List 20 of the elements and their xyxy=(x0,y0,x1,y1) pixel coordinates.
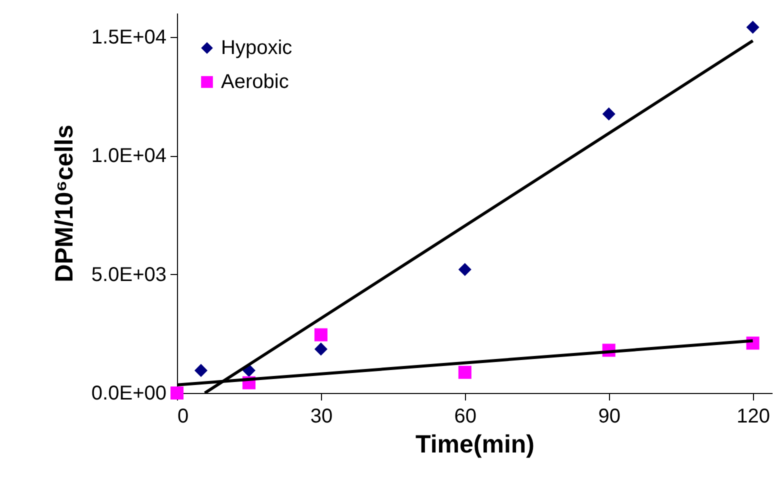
y-tick-label: 1.5E+04 xyxy=(91,26,166,48)
x-axis-title: Time(min) xyxy=(416,430,534,458)
y-tick-label: 1.0E+04 xyxy=(91,145,166,167)
x-tick-label: 60 xyxy=(454,406,477,428)
point xyxy=(314,342,328,356)
point xyxy=(458,366,472,379)
point xyxy=(602,107,616,120)
point xyxy=(746,20,760,34)
x-tick-label: 30 xyxy=(310,406,333,428)
legend-label: Hypoxic xyxy=(221,37,292,59)
y-tick-label: 5.0E+03 xyxy=(91,264,166,286)
x-tick-label: 120 xyxy=(736,406,770,428)
point xyxy=(314,328,328,342)
x-tick-label: 90 xyxy=(598,406,620,428)
legend-label: Aerobic xyxy=(221,71,289,93)
y-axis-title: DPM/10⁶cells xyxy=(50,124,78,282)
point xyxy=(458,262,472,276)
point xyxy=(194,364,208,377)
x-tick-label: 0 xyxy=(178,406,189,428)
y-tick-label: 0.0E+00 xyxy=(91,382,166,404)
